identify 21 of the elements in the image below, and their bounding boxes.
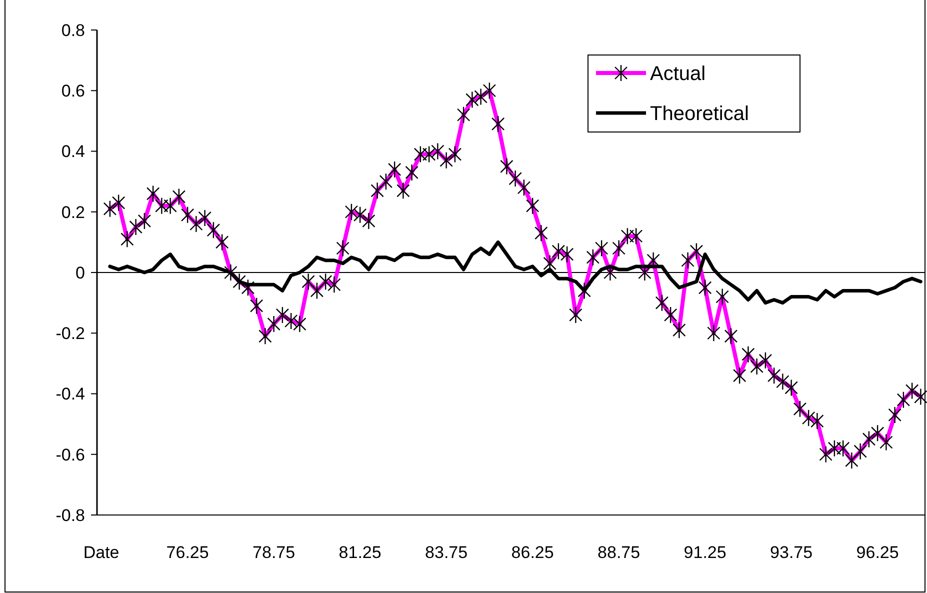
x-tick-label: 91.25 — [684, 543, 726, 562]
legend-label: Theoretical — [650, 103, 749, 125]
y-tick-label: 0.8 — [61, 20, 85, 40]
y-tick-label: 0.6 — [61, 82, 85, 101]
y-tick-label: 0 — [76, 263, 85, 282]
legend-label: Actual — [650, 63, 706, 85]
x-tick-label: 93.75 — [770, 543, 813, 562]
y-tick-label: -0.8 — [56, 506, 85, 525]
x-tick-label: 88.75 — [598, 543, 640, 562]
x-tick-label: 81.25 — [338, 543, 382, 562]
x-tick-label: Date — [83, 543, 120, 562]
x-tick-label: 96.25 — [856, 543, 899, 562]
y-tick-label: -0.6 — [56, 445, 85, 464]
x-tick-label: 86.25 — [511, 543, 554, 562]
x-tick-label: 78.75 — [252, 543, 296, 562]
y-tick-label: 0.4 — [61, 142, 85, 162]
y-tick-label: 0.2 — [61, 202, 85, 222]
y-tick-label: -0.2 — [56, 324, 85, 344]
x-tick-label: 83.75 — [425, 543, 468, 562]
x-tick-label: 76.25 — [166, 543, 209, 562]
y-tick-label: -0.4 — [56, 384, 85, 404]
